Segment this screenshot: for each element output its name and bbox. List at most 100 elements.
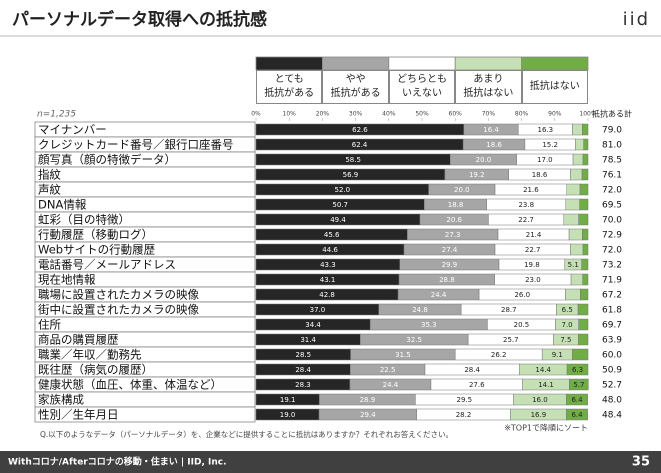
bar-segment [582, 228, 589, 241]
page-number: 35 [632, 455, 650, 470]
value-label: 43.1 [320, 276, 336, 284]
value-label: 28.7 [501, 306, 517, 314]
x-tick-label: 10% [283, 111, 297, 118]
slide-title: パーソナルデータ取得への抵抗感 [12, 9, 267, 30]
value-label: 19.8 [524, 261, 540, 269]
value-label: 7.0 [562, 321, 573, 329]
x-tick-label: 50% [415, 111, 429, 118]
category-cell [34, 166, 256, 183]
category-cell [34, 316, 256, 333]
category-label: 声紋 [38, 183, 61, 197]
value-label: 56.9 [343, 171, 359, 179]
value-label: 14.1 [538, 381, 554, 389]
legend-swatch [454, 56, 523, 71]
total-label: 50.9 [602, 366, 622, 376]
total-label: 78.5 [602, 156, 622, 166]
x-tick-label: 40% [382, 111, 396, 118]
total-label: 69.7 [602, 321, 622, 331]
category-label: 指紋 [38, 168, 61, 182]
bar-segment [581, 258, 589, 271]
value-label: 29.4 [360, 411, 376, 419]
total-label: 76.1 [602, 171, 622, 181]
value-label: 62.6 [352, 126, 368, 134]
value-label: 28.8 [439, 276, 455, 284]
value-label: 20.5 [514, 321, 530, 329]
footer-text: Withコロナ/Afterコロナの移動・住まい | IID, Inc. [8, 456, 227, 468]
bar-segment [569, 378, 589, 391]
total-label: 67.2 [602, 291, 622, 301]
value-label: 6.5 [562, 306, 573, 314]
bar-segment [568, 228, 583, 241]
bar-segment [582, 243, 589, 256]
value-label: 18.6 [532, 171, 548, 179]
x-tick-label: 100% [579, 111, 596, 118]
legend-swatch [255, 56, 323, 71]
total-label: 73.2 [602, 261, 622, 271]
value-label: 28.2 [456, 411, 472, 419]
category-label: 街中に設置されたカメラの映像 [38, 303, 199, 317]
total-label: 71.9 [602, 276, 622, 286]
question: Q.以下のようなデータ（パーソナルデータ）を、企業などに提供することに抵抗はあり… [40, 429, 453, 439]
value-label: 42.8 [319, 291, 335, 299]
bar-segment [566, 183, 581, 196]
value-label: 22.5 [380, 366, 396, 374]
bar-segment [572, 348, 589, 361]
category-label: 電話番号／メールアドレス [38, 258, 176, 272]
value-label: 37.0 [310, 306, 326, 314]
value-label: 34.4 [305, 321, 321, 329]
bar-segment [581, 168, 589, 181]
category-label: Webサイトの行動履歴 [38, 243, 156, 257]
value-label: 62.4 [352, 141, 368, 149]
value-label: 27.6 [469, 381, 485, 389]
value-label: 28.9 [360, 396, 376, 404]
bar-segment [566, 408, 588, 421]
category-label: 虹彩（目の特徴） [38, 213, 130, 227]
value-label: 27.3 [445, 231, 461, 239]
total-label: 72.9 [602, 231, 622, 241]
category-label: 職業／年収／勤務先 [38, 348, 142, 362]
bar-segment [565, 198, 580, 211]
legend-label: とても 抵抗がある [256, 70, 323, 104]
value-label: 26.0 [514, 291, 530, 299]
bar-segment [572, 153, 584, 166]
value-label: 31.5 [395, 351, 411, 359]
value-label: 20.0 [476, 156, 492, 164]
value-label: 43.3 [320, 261, 336, 269]
value-label: 29.5 [457, 396, 473, 404]
category-label: 商品の購買履歴 [38, 333, 119, 347]
total-label: 81.0 [602, 141, 622, 151]
totals-header: 抵抗ある計 [592, 109, 632, 119]
category-cell [34, 181, 256, 198]
legend-swatch [321, 56, 390, 71]
x-tick-label: 60% [449, 111, 463, 118]
category-label: 家族構成 [38, 393, 84, 407]
value-label: 6.4 [571, 396, 583, 404]
category-label: 住所 [38, 318, 61, 332]
value-label: 5.7 [573, 381, 584, 389]
value-label: 52.0 [335, 186, 351, 194]
value-label: 31.4 [300, 336, 316, 344]
value-label: 45.6 [324, 231, 340, 239]
value-label: 7.5 [560, 336, 571, 344]
value-label: 21.6 [523, 186, 539, 194]
value-label: 28.4 [464, 366, 480, 374]
bar-segment [579, 198, 589, 211]
value-label: 5.1 [568, 261, 579, 269]
x-tick-label: 90% [548, 111, 562, 118]
bar-segment [570, 243, 584, 256]
category-label: 既往歴（病気の履歴） [38, 363, 153, 377]
value-label: 6.4 [571, 411, 583, 419]
bar-segment [582, 273, 589, 286]
bar-segment [579, 183, 589, 196]
value-label: 50.7 [332, 201, 348, 209]
x-tick-label: 30% [349, 111, 363, 118]
value-label: 16.3 [538, 126, 554, 134]
bar-segment [572, 123, 583, 136]
value-label: 23.0 [525, 276, 541, 284]
value-label: 24.8 [412, 306, 428, 314]
value-label: 19.2 [469, 171, 485, 179]
value-label: 18.6 [486, 141, 502, 149]
x-tick-label: 80% [515, 111, 529, 118]
